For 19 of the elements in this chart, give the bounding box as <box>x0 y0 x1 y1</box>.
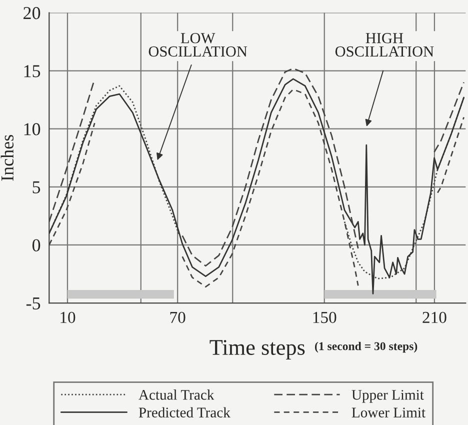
y-tick-label: -5 <box>26 297 40 310</box>
x-tick-label: 210 <box>422 312 446 324</box>
y-tick-label: 10 <box>24 123 40 136</box>
x-axis-title: Time steps <box>210 340 305 360</box>
x-tick-label: 150 <box>313 312 336 324</box>
x-tick-label: 10 <box>60 312 76 324</box>
y-axis-title: Inches <box>0 134 14 181</box>
annotation: HIGH OSCILLATION <box>335 33 434 57</box>
y-tick-label: 5 <box>32 181 40 194</box>
y-tick-label: 0 <box>32 239 40 252</box>
legend-label: Upper Limit <box>352 390 424 403</box>
text: (1 second = 30 steps) <box>315 342 418 353</box>
legend-label: Lower Limit <box>352 408 426 418</box>
y-tick-label: 20 <box>24 7 40 20</box>
y-tick-label: 15 <box>24 65 40 78</box>
legend-label: Actual Track <box>138 390 214 400</box>
x-tick-label: 70 <box>170 312 186 324</box>
annotation: LOW OSCILLATION <box>148 33 248 57</box>
legend-label: Predicted Track <box>138 407 230 418</box>
